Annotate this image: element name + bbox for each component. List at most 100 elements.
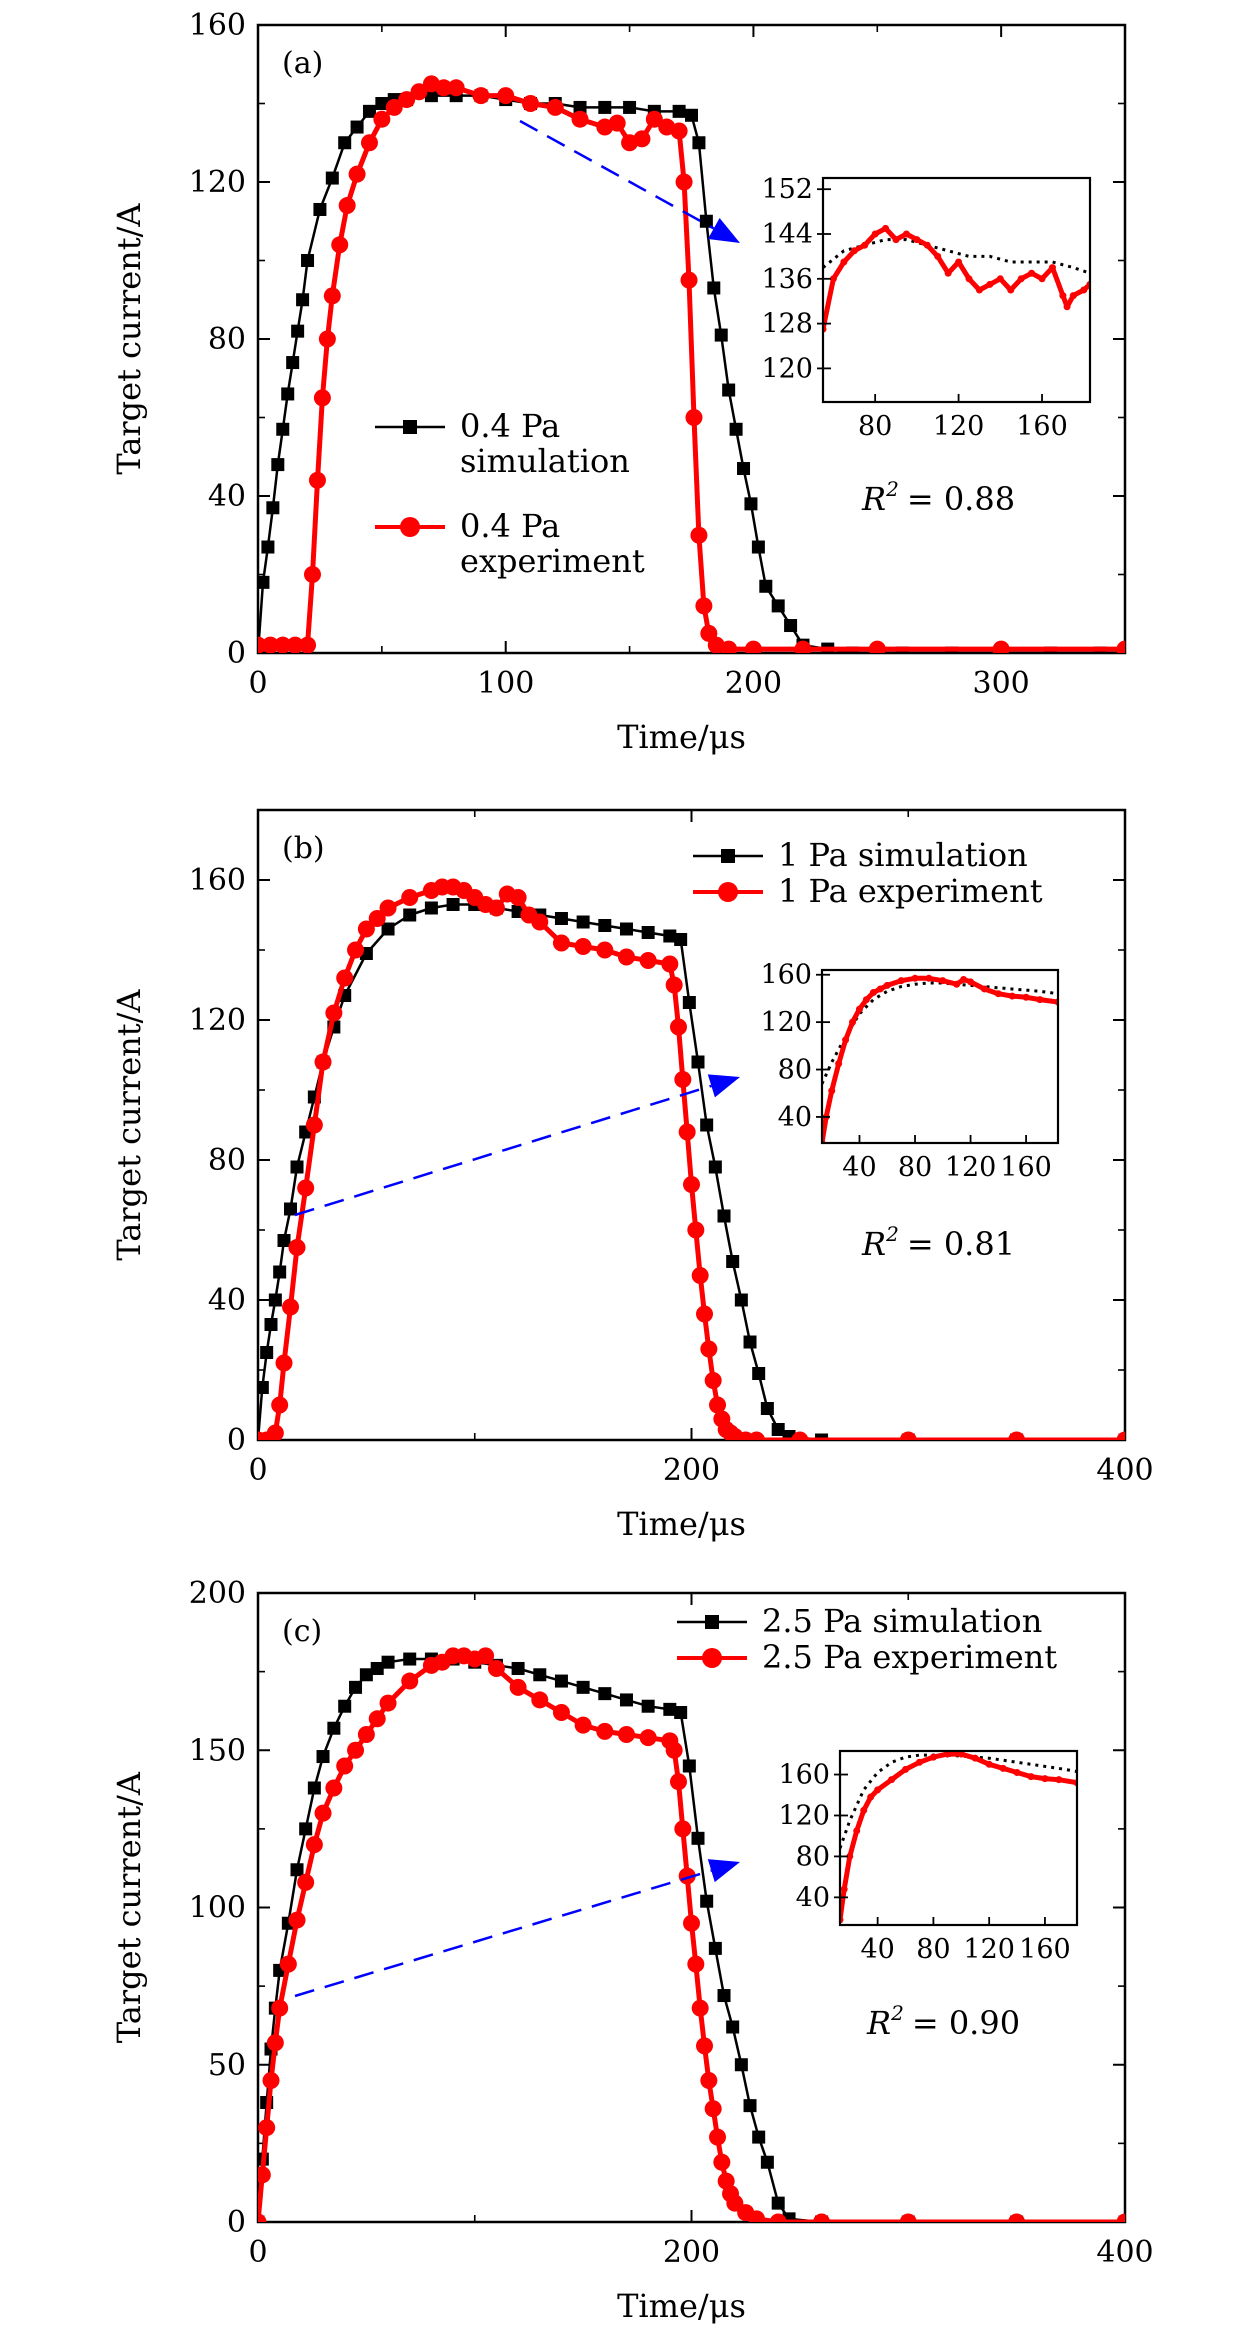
simulation-point — [446, 898, 460, 911]
simulation-point — [682, 1759, 696, 1773]
inset-y-tick-label: 160 — [760, 960, 812, 991]
simulation-point — [403, 908, 417, 922]
inset-experiment-point — [1048, 264, 1056, 272]
simulation-point — [260, 1346, 274, 1359]
legend-label: 1 Pa experiment — [778, 872, 1043, 910]
simulation-point — [299, 1822, 313, 1836]
inset-experiment-point — [980, 985, 988, 993]
simulation-point — [752, 2130, 766, 2144]
x-axis-title: Time/μs — [617, 2287, 746, 2325]
experiment-point — [704, 1372, 722, 1389]
legend-marker-square — [403, 420, 417, 434]
experiment-point — [674, 1071, 692, 1088]
experiment-point — [303, 566, 321, 583]
experiment-point — [574, 938, 592, 955]
x-tick-label: 0 — [248, 2235, 267, 2270]
experiment-point — [645, 110, 663, 128]
inset-experiment-point — [840, 258, 848, 266]
simulation-point — [286, 356, 300, 370]
experiment-point — [674, 1820, 692, 1838]
simulation-point — [261, 540, 275, 554]
r-squared-annotation: R2 = 0.88 — [861, 477, 1015, 518]
experiment-point — [683, 1914, 700, 1932]
simulation-point — [782, 2212, 796, 2222]
experiment-point — [297, 1873, 315, 1891]
inset-experiment-point — [855, 1005, 863, 1013]
simulation-point — [674, 1706, 688, 1720]
experiment-point — [357, 920, 375, 938]
simulation-point — [682, 996, 696, 1009]
inset-experiment-point — [994, 990, 1002, 998]
experiment-point — [379, 899, 397, 917]
arrow-head — [707, 217, 740, 243]
inset-experiment-point — [996, 275, 1004, 283]
simulation-point — [375, 97, 389, 110]
panel-label: (c) — [282, 1614, 322, 1649]
inset-experiment-point — [1041, 1775, 1049, 1783]
simulation-point — [576, 915, 590, 929]
simulation-point — [700, 1118, 714, 1132]
experiment-point — [685, 409, 703, 426]
simulation-point — [268, 1293, 282, 1307]
y-tick-label: 100 — [189, 1891, 246, 1926]
inset-experiment-point — [861, 241, 869, 249]
inset-experiment-point — [874, 1786, 882, 1794]
inset-x-tick-label: 80 — [916, 1934, 950, 1965]
legend-label: 0.4 Pa — [460, 507, 560, 545]
simulation-point — [370, 1661, 384, 1675]
experiment-point — [639, 1729, 657, 1747]
series-line-simulation — [258, 94, 1125, 653]
experiment-point — [509, 1678, 527, 1696]
inset-experiment-point — [985, 1760, 993, 1768]
inset-experiment-point — [871, 230, 879, 238]
y-axis-title: Target current/A — [110, 1771, 148, 2043]
inset-experiment-point — [925, 974, 933, 982]
simulation-point — [708, 1941, 722, 1955]
experiment-point — [1008, 1431, 1026, 1440]
experiment-point — [680, 271, 698, 289]
legend-marker-circle — [400, 517, 420, 537]
inset-experiment-point — [892, 236, 900, 244]
experiment-point — [347, 941, 365, 959]
y-tick-label: 40 — [208, 1283, 246, 1318]
experiment-point — [472, 87, 490, 105]
y-tick-label: 0 — [227, 636, 246, 671]
simulation-point — [327, 1721, 341, 1735]
y-tick-label: 200 — [189, 1576, 246, 1611]
simulation-point — [729, 422, 743, 436]
inset-y-tick-label: 152 — [761, 174, 813, 205]
inset-experiment-point — [1027, 1773, 1035, 1781]
experiment-point — [709, 2128, 727, 2146]
simulation-point — [685, 108, 698, 122]
experiment-point — [899, 2213, 917, 2222]
experiment-point — [899, 1431, 917, 1440]
experiment-point — [691, 1999, 709, 2017]
inset-experiment-point — [1059, 292, 1067, 300]
inset-experiment-point — [835, 1060, 843, 1068]
experiment-point — [288, 1239, 306, 1256]
experiment-point — [574, 1716, 592, 1734]
simulation-point — [290, 1863, 304, 1877]
y-tick-label: 40 — [208, 479, 246, 514]
experiment-point — [347, 1741, 365, 1759]
inset-experiment-point — [953, 980, 961, 988]
experiment-point — [266, 1424, 284, 1440]
experiment-point — [794, 640, 812, 653]
experiment-point — [669, 1773, 687, 1791]
arrow-shaft — [294, 1084, 712, 1217]
simulation-point — [707, 281, 721, 295]
simulation-point — [674, 933, 688, 946]
experiment-point — [331, 236, 349, 254]
experiment-point — [308, 471, 326, 489]
y-axis-title: Target current/A — [110, 203, 148, 475]
inset-experiment-point — [1036, 996, 1044, 1004]
simulation-point — [752, 1367, 766, 1380]
inset-experiment-point — [862, 996, 870, 1004]
inset-experiment-point — [869, 989, 877, 997]
y-tick-label: 80 — [208, 322, 246, 357]
legend-label: simulation — [460, 442, 630, 480]
simulation-point — [258, 1381, 269, 1394]
experiment-point — [373, 110, 391, 128]
experiment-point — [274, 636, 292, 653]
